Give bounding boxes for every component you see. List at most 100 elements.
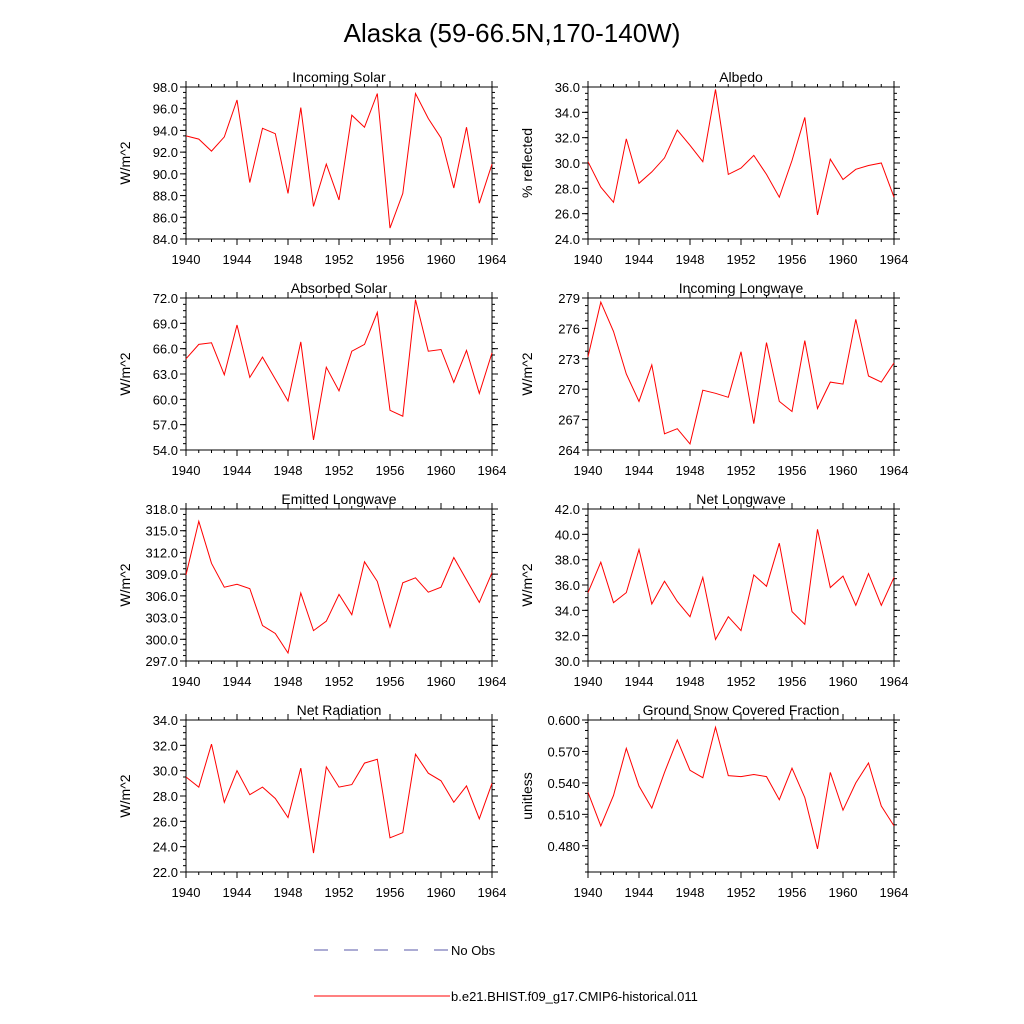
x-tick-label: 1956 [778,463,807,478]
x-tick-label: 1940 [172,674,201,689]
y-tick-label: 66.0 [153,342,178,357]
y-axis-label: W/m^2 [519,563,535,606]
y-tick-label: 22.0 [153,865,178,880]
y-tick-label: 69.0 [153,316,178,331]
x-tick-label: 1948 [676,463,705,478]
x-tick-label: 1952 [727,463,756,478]
x-tick-label: 1948 [676,252,705,267]
x-tick-label: 1964 [880,463,909,478]
series-line [587,300,895,445]
panel-title: Albedo [719,69,763,85]
y-tick-label: 26.0 [153,814,178,829]
x-tick-label: 1948 [676,885,705,900]
x-tick-label: 1944 [625,252,654,267]
plot-frame [185,719,493,873]
y-axis-label: W/m^2 [117,774,133,817]
legend-obs-label: No Obs [451,943,496,958]
x-tick-label: 1944 [625,463,654,478]
y-tick-label: 38.0 [555,553,580,568]
x-tick-label: 1940 [574,674,603,689]
y-tick-label: 34.0 [555,105,580,120]
y-tick-label: 90.0 [153,167,178,182]
figure-title: Alaska (59-66.5N,170-140W) [344,18,681,48]
x-tick-label: 1940 [574,885,603,900]
x-tick-label: 1948 [676,674,705,689]
y-tick-label: 24.0 [555,232,580,247]
plot-frame [587,297,895,451]
panel-title: Incoming Longwave [679,280,804,296]
x-tick-label: 1960 [427,674,456,689]
x-tick-label: 1940 [172,252,201,267]
y-tick-label: 32.0 [153,738,178,753]
panel-net-longwave: Net Longwave 1940 1944 1948 1952 1956 1960 1964… [519,491,908,689]
panel-title: Absorbed Solar [291,280,388,296]
x-tick-label: 1960 [427,885,456,900]
x-tick-label: 1956 [376,252,405,267]
panel-albedo: Albedo 1940 1944 1948 1952 1956 1960 1964 24.0 26… [519,69,908,267]
x-tick-label: 1964 [478,463,507,478]
panel-title: Emitted Longwave [281,491,396,507]
x-tick-label: 1956 [376,674,405,689]
y-axis-label: W/m^2 [117,352,133,395]
x-tick-label: 1960 [829,463,858,478]
x-tick-label: 1952 [325,252,354,267]
x-tick-label: 1944 [625,885,654,900]
x-tick-label: 1952 [325,885,354,900]
y-tick-label: 276 [558,321,580,336]
x-tick-label: 1952 [325,463,354,478]
y-tick-label: 96.0 [153,102,178,117]
x-tick-label: 1964 [478,885,507,900]
y-tick-label: 300.0 [145,632,178,647]
series-line [587,89,895,216]
x-tick-label: 1956 [778,674,807,689]
series-line [587,529,895,641]
y-axis-label: W/m^2 [117,563,133,606]
x-tick-label: 1956 [778,885,807,900]
x-tick-label: 1964 [880,885,909,900]
panel-title: Incoming Solar [292,69,386,85]
y-tick-label: 0.600 [547,713,580,728]
y-tick-label: 0.540 [547,776,580,791]
y-tick-label: 270 [558,382,580,397]
x-tick-label: 1948 [274,252,303,267]
y-tick-label: 303.0 [145,611,178,626]
x-tick-label: 1948 [274,674,303,689]
y-tick-label: 30.0 [555,654,580,669]
series-line [185,299,493,440]
x-tick-label: 1948 [274,463,303,478]
y-tick-label: 0.570 [547,744,580,759]
plot-frame [587,508,895,662]
y-tick-label: 306.0 [145,589,178,604]
y-tick-label: 40.0 [555,527,580,542]
x-tick-label: 1944 [625,674,654,689]
y-tick-label: 267 [558,413,580,428]
panel-title: Net Longwave [696,491,786,507]
x-tick-label: 1960 [427,463,456,478]
y-tick-label: 0.480 [547,839,580,854]
y-tick-label: 312.0 [145,545,178,560]
y-tick-label: 57.0 [153,418,178,433]
panel-grid: Incoming Solar 1940 1944 1948 1952 1956 1960 19… [117,69,908,900]
x-tick-label: 1944 [223,463,252,478]
y-tick-label: 24.0 [153,840,178,855]
y-tick-label: 264 [558,443,580,458]
plot-frame [185,86,493,240]
panel-net-radiation: Net Radiation 1940 1944 1948 1952 1956 1960 196… [117,702,506,900]
y-tick-label: 63.0 [153,367,178,382]
y-axis-label: % reflected [519,128,535,198]
x-tick-label: 1956 [376,885,405,900]
x-tick-label: 1944 [223,674,252,689]
panel-incoming-solar: Incoming Solar 1940 1944 1948 1952 1956 1960 19… [117,69,506,267]
x-tick-label: 1964 [478,252,507,267]
y-tick-label: 0.510 [547,807,580,822]
y-axis-label: W/m^2 [519,352,535,395]
plot-frame [587,86,895,240]
x-tick-label: 1940 [172,885,201,900]
series-line [587,725,895,850]
y-tick-label: 94.0 [153,123,178,138]
y-tick-label: 54.0 [153,443,178,458]
y-axis-label: unitless [519,772,535,819]
y-tick-label: 315.0 [145,524,178,539]
plot-frame [587,719,895,873]
y-tick-label: 309.0 [145,567,178,582]
